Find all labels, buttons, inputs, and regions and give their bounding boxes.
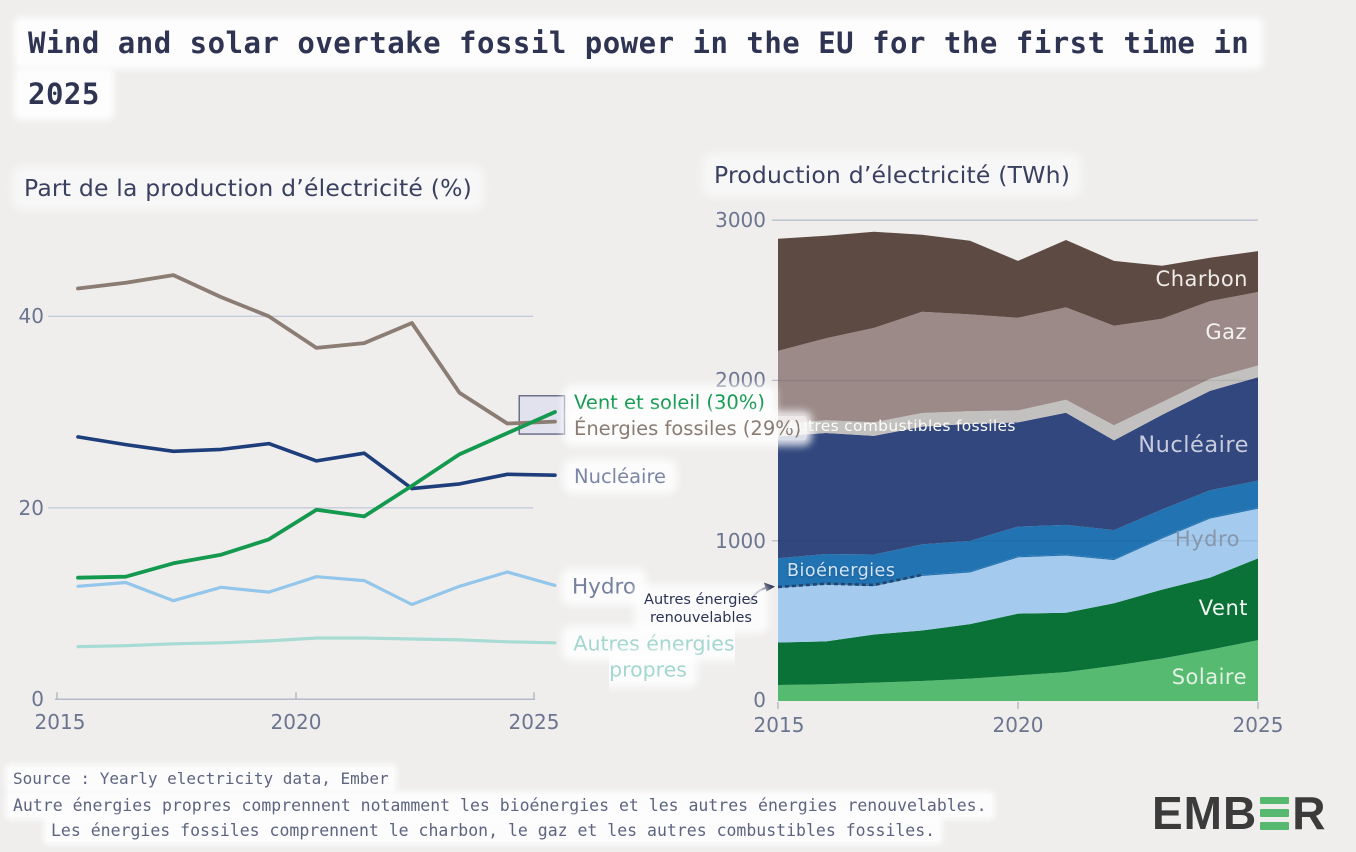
left-x-tick-2020: 2020 <box>270 710 322 734</box>
annotation-autres-energies-renouvelables: Autres énergies renouvelables <box>638 588 764 630</box>
label-energies-fossiles: Énergies fossiles (29%) <box>568 415 808 441</box>
label-vent: Vent <box>1198 596 1248 620</box>
left-x-tick-2015: 2015 <box>34 710 86 734</box>
label-autres-combustibles-fossiles: Autres combustibles fossiles <box>787 417 1016 435</box>
label-solaire: Solaire <box>1171 665 1247 689</box>
annotation-arrowhead <box>764 582 775 592</box>
area-nucleaire <box>778 377 1258 559</box>
label-nucleaire-right: Nucléaire <box>1138 432 1249 458</box>
left-x-tick-2025: 2025 <box>508 710 560 734</box>
page-title-line2: 2025 <box>18 72 110 116</box>
page-title-line1: Wind and solar overtake fossil power in … <box>18 21 1260 65</box>
label-gaz: Gaz <box>1205 320 1247 344</box>
ember-logo: EMB R <box>1152 786 1326 840</box>
label-hydro-left: Hydro <box>566 573 643 602</box>
area-solaire <box>778 640 1258 701</box>
label-vent-et-soleil: Vent et soleil (30%) <box>568 389 771 415</box>
ember-logo-text-start: EMB <box>1152 787 1258 839</box>
area-vent <box>778 558 1258 685</box>
right-x-tick-2020: 2020 <box>992 713 1044 737</box>
line-fossiles <box>76 273 557 426</box>
area-autres_combustibles <box>778 365 1258 441</box>
area-charbon <box>778 231 1258 351</box>
area-hydro <box>778 508 1258 643</box>
left-chart-title: Part de la production d’électricité (%) <box>18 172 478 204</box>
footnote-energies-fossiles: Les énergies fossiles comprennent le cha… <box>46 819 941 842</box>
right-y-tick-0: 0 <box>753 688 766 712</box>
right-y-tick-2000: 2000 <box>715 368 766 392</box>
label-bioenergies: Bioénergies <box>787 561 896 581</box>
left-y-tick-0: 0 <box>31 687 44 711</box>
label-autres-energies-propres: Autres énergies propres <box>566 630 736 682</box>
ember-logo-text-end: R <box>1292 787 1327 839</box>
line-nucleaire <box>76 435 557 491</box>
right-x-tick-2015: 2015 <box>753 713 805 737</box>
line-hydro <box>76 570 557 607</box>
label-hydro-right: Hydro <box>1174 527 1240 551</box>
label-nucleaire-left: Nucléaire <box>568 463 673 489</box>
line-autres_propres <box>76 636 557 649</box>
right-y-tick-1000: 1000 <box>715 529 766 553</box>
right-x-tick-2025: 2025 <box>1232 713 1284 737</box>
right-y-tick-3000: 3000 <box>715 208 766 232</box>
source-note: Source : Yearly electricity data, Ember <box>8 767 394 790</box>
footnote-autres-energies: Autre énergies propres comprennent notam… <box>8 794 992 817</box>
ember-logo-green-e-icon <box>1260 796 1290 830</box>
left-y-tick-20: 20 <box>18 496 44 520</box>
right-chart-title: Production d’électricité (TWh) <box>708 159 1077 191</box>
crossing-highlight-box <box>518 395 566 435</box>
label-charbon: Charbon <box>1155 267 1248 291</box>
autres-renouvelables-texture <box>777 573 923 589</box>
area-bioenergies <box>778 480 1258 587</box>
left-y-tick-40: 40 <box>18 304 44 328</box>
line-vent_soleil <box>76 410 557 580</box>
area-gaz <box>778 292 1258 426</box>
